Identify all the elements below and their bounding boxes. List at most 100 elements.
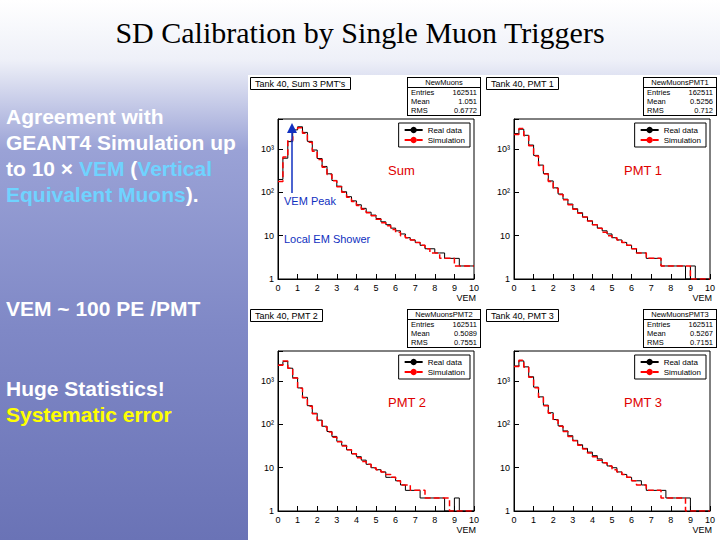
html-text:Local EM Shower: Local EM Shower: [284, 233, 371, 245]
svg-text:VEM: VEM: [456, 293, 476, 303]
svg-text:3: 3: [570, 283, 575, 293]
svg-text:1: 1: [295, 283, 300, 293]
html-text:Sum: Sum: [388, 163, 415, 178]
svg-text:0: 0: [511, 283, 516, 293]
svg-text:Real data: Real data: [664, 126, 699, 135]
svg-text:1: 1: [531, 283, 536, 293]
svg-text:VEM: VEM: [456, 525, 476, 535]
svg-text:10: 10: [469, 515, 479, 525]
html-text:PMT 1: PMT 1: [624, 163, 663, 178]
svg-text:0: 0: [511, 515, 516, 525]
svg-text:9: 9: [452, 515, 457, 525]
svg-text:VEM: VEM: [692, 525, 712, 535]
svg-text:Real data: Real data: [428, 358, 463, 367]
svg-text:7: 7: [649, 283, 654, 293]
svg-text:Real data: Real data: [428, 126, 463, 135]
svg-text:9: 9: [452, 283, 457, 293]
svg-text:10: 10: [500, 231, 510, 241]
svg-text:1: 1: [531, 515, 536, 525]
svg-text:0: 0: [275, 283, 280, 293]
svg-text:1: 1: [295, 515, 300, 525]
svg-text:0: 0: [275, 515, 280, 525]
svg-text:5: 5: [609, 283, 614, 293]
svg-text:10: 10: [264, 231, 274, 241]
svg-text:10: 10: [469, 283, 479, 293]
html-text:1.051: 1.051: [458, 97, 477, 106]
svg-text:3: 3: [334, 515, 339, 525]
svg-text:10: 10: [705, 515, 715, 525]
svg-text:3: 3: [334, 283, 339, 293]
html-text:VEM Peak: VEM Peak: [284, 195, 336, 207]
svg-text:7: 7: [649, 515, 654, 525]
svg-text:Tank 40, Sum 3 PMT's: Tank 40, Sum 3 PMT's: [255, 79, 346, 89]
svg-text:1: 1: [505, 506, 510, 516]
svg-text:2: 2: [551, 515, 556, 525]
svg-text:2: 2: [551, 283, 556, 293]
html-text:RMS: RMS: [647, 106, 664, 115]
html-text:PMT 2: PMT 2: [388, 395, 427, 410]
html-text:Huge Statistics!: Huge Statistics!: [6, 377, 165, 400]
svg-text:10: 10: [705, 283, 715, 293]
svg-text:8: 8: [432, 283, 437, 293]
html-text:162511: 162511: [688, 88, 713, 97]
svg-text:10³: 10³: [261, 144, 274, 154]
html-text:0.5256: 0.5256: [690, 97, 713, 106]
svg-text:8: 8: [432, 515, 437, 525]
svg-text:10³: 10³: [497, 144, 510, 154]
svg-text:2: 2: [315, 283, 320, 293]
svg-text:5: 5: [373, 515, 378, 525]
svg-text:Real data: Real data: [664, 358, 699, 367]
svg-text:2: 2: [315, 515, 320, 525]
html-text:Entries: Entries: [647, 88, 671, 97]
svg-text:6: 6: [393, 515, 398, 525]
svg-text:Simulation: Simulation: [428, 136, 465, 145]
html-text:0.6772: 0.6772: [454, 106, 477, 115]
svg-text:4: 4: [354, 515, 359, 525]
svg-text:7: 7: [413, 283, 418, 293]
svg-text:9: 9: [688, 283, 693, 293]
svg-text:Simulation: Simulation: [428, 368, 465, 377]
html-text:162511: 162511: [452, 88, 477, 97]
svg-text:6: 6: [629, 515, 634, 525]
svg-text:4: 4: [354, 283, 359, 293]
html-text:RMS: RMS: [411, 106, 428, 115]
svg-text:10²: 10²: [497, 187, 510, 197]
svg-text:6: 6: [629, 283, 634, 293]
svg-text:Tank 40, PMT 1: Tank 40, PMT 1: [491, 79, 554, 89]
svg-text:6: 6: [393, 283, 398, 293]
svg-text:7: 7: [413, 515, 418, 525]
svg-text:5: 5: [373, 283, 378, 293]
svg-text:1: 1: [269, 274, 274, 284]
svg-text:1: 1: [269, 506, 274, 516]
html-text:NewMuons: NewMuons: [425, 78, 463, 87]
svg-text:3: 3: [570, 515, 575, 525]
svg-text:Tank 40, PMT 3: Tank 40, PMT 3: [491, 311, 554, 321]
svg-text:8: 8: [668, 515, 673, 525]
html-text:VEM ~ 100 PE /PMT: VEM ~ 100 PE /PMT: [6, 297, 201, 320]
html-text:Mean: Mean: [647, 97, 666, 106]
html-text:Agreement with GEANT4 Simulati: Agreement with GEANT4 Simulation up to 1…: [6, 105, 236, 206]
svg-text:10²: 10²: [261, 187, 274, 197]
svg-text:5: 5: [609, 515, 614, 525]
svg-text:1: 1: [505, 274, 510, 284]
html-text:Mean: Mean: [411, 97, 430, 106]
html-text:Entries: Entries: [411, 88, 435, 97]
svg-text:Tank 40, PMT 2: Tank 40, PMT 2: [255, 311, 318, 321]
html-text:PMT 3: PMT 3: [624, 395, 663, 410]
svg-text:Simulation: Simulation: [664, 136, 701, 145]
svg-text:10³: 10³: [497, 376, 510, 386]
svg-text:10: 10: [264, 463, 274, 473]
svg-text:8: 8: [668, 283, 673, 293]
svg-text:10²: 10²: [497, 419, 510, 429]
svg-text:VEM: VEM: [692, 293, 712, 303]
svg-text:4: 4: [590, 515, 595, 525]
svg-text:Simulation: Simulation: [664, 368, 701, 377]
svg-text:10³: 10³: [261, 376, 274, 386]
svg-text:4: 4: [590, 283, 595, 293]
html-text:SD Calibration by Single Muon: SD Calibration by Single Muon Triggers: [115, 16, 605, 49]
html-text:NewMuonsPMT1: NewMuonsPMT1: [651, 78, 709, 87]
svg-text:9: 9: [688, 515, 693, 525]
html-text:Systematic error: Systematic error: [6, 403, 172, 426]
svg-text:10²: 10²: [261, 419, 274, 429]
svg-text:10: 10: [500, 463, 510, 473]
